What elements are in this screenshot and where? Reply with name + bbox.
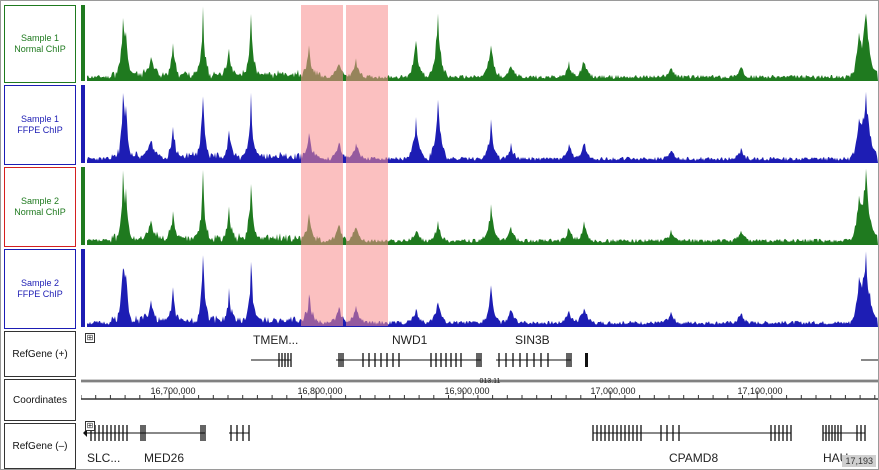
signal-area <box>87 91 878 163</box>
track-label-line2: Normal ChIP <box>14 44 66 54</box>
track-scale-bar <box>81 5 85 81</box>
gene-model-plot <box>83 425 866 441</box>
track-label-refgene-plus[interactable]: RefGene (+) <box>4 331 76 377</box>
coord-tick-label: 17,000,000 <box>590 386 636 396</box>
track-scale-bar <box>81 167 85 245</box>
gene-model-plot <box>251 353 878 367</box>
signal-area <box>87 168 878 245</box>
center-position: 013.11 <box>479 378 501 385</box>
coord-tick-label: 17,100,000 <box>737 386 783 396</box>
signal-track-sample1-normal[interactable] <box>81 5 878 81</box>
track-label-line1: Sample 1 <box>20 33 60 43</box>
signal-track-sample2-normal[interactable] <box>81 167 878 245</box>
gene-label-nwd1[interactable]: NWD1 <box>392 333 428 347</box>
track-label-sample2-normal[interactable]: Sample 2 Normal ChIP <box>4 167 76 247</box>
signal-track-sample2-ffpe[interactable] <box>81 249 878 327</box>
expand-icon[interactable]: ⊞ <box>85 421 95 431</box>
gene-label-cpamd8[interactable]: CPAMD8 <box>669 451 719 465</box>
signal-plot <box>87 168 878 245</box>
track-label-sample1-ffpe[interactable]: Sample 1 FFPE ChIP <box>4 85 76 165</box>
track-label-line2: FFPE ChIP <box>17 125 63 135</box>
signal-plot <box>87 251 878 327</box>
coord-tick-label: 16,900,000 <box>444 386 490 396</box>
refgene-minus-track[interactable]: ⊞ SLC... MED26 CPAMD8 HAU... <box>81 421 878 467</box>
track-label-line1: Sample 2 <box>20 278 60 288</box>
coordinate-ruler <box>81 379 878 400</box>
refgene-plus-track[interactable]: ⊞ TMEM... NWD1 SIN3B <box>81 331 878 375</box>
coord-tick-label: 16,700,000 <box>150 386 196 396</box>
gene-label-slc[interactable]: SLC... <box>87 451 121 465</box>
signal-area <box>87 251 878 327</box>
track-label-line1: Sample 2 <box>20 196 60 206</box>
signal-area <box>87 6 878 81</box>
highlight-region[interactable] <box>301 5 343 326</box>
track-label-refgene-minus[interactable]: RefGene (–) <box>4 423 76 469</box>
track-label-line2: Normal ChIP <box>14 207 66 217</box>
track-scale-bar <box>81 85 85 163</box>
track-scale-bar <box>81 249 85 327</box>
track-label-line1: Sample 1 <box>20 114 60 124</box>
track-label-line2: FFPE ChIP <box>17 289 63 299</box>
coordinates-label: Coordinates <box>13 394 67 406</box>
corner-value: 17,193 <box>842 455 876 467</box>
gene-label-sin3b[interactable]: SIN3B <box>515 333 550 347</box>
signal-plot <box>87 91 878 163</box>
highlight-region[interactable] <box>346 5 388 326</box>
refgene-plus-label: RefGene (+) <box>12 348 68 360</box>
track-label-sample1-normal[interactable]: Sample 1 Normal ChIP <box>4 5 76 83</box>
signal-track-sample1-ffpe[interactable] <box>81 85 878 163</box>
expand-icon[interactable]: ⊞ <box>85 333 95 343</box>
coordinates-track[interactable]: 013.11 16,700,000 16,800,000 16,900,000 … <box>81 378 878 419</box>
gene-label-med26[interactable]: MED26 <box>144 451 185 465</box>
refgene-minus-label: RefGene (–) <box>12 440 68 452</box>
track-label-coordinates[interactable]: Coordinates <box>4 379 76 421</box>
signal-plot <box>87 6 878 81</box>
gene-label-tmem[interactable]: TMEM... <box>253 333 299 347</box>
track-label-sample2-ffpe[interactable]: Sample 2 FFPE ChIP <box>4 249 76 329</box>
coord-tick-label: 16,800,000 <box>297 386 343 396</box>
